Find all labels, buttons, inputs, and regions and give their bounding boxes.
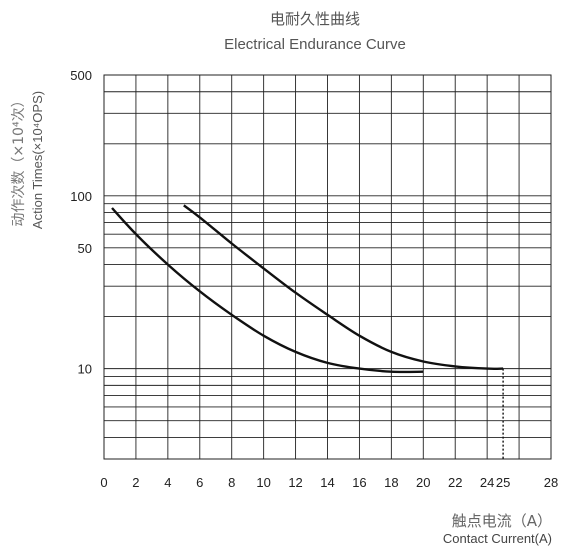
x-axis-label-cn: 触点电流（A） xyxy=(452,512,552,530)
x-tick-label: 20 xyxy=(416,475,430,490)
x-tick-label: 0 xyxy=(100,475,107,490)
y-axis-label-cn: 动作次数（×10⁴次） xyxy=(11,93,27,226)
x-tick-label: 12 xyxy=(288,475,302,490)
endurance-curve-1 xyxy=(111,207,424,374)
plot-frame xyxy=(103,74,552,460)
chart-subtitle: Electrical Endurance Curve xyxy=(224,36,406,53)
x-tick-label: 10 xyxy=(256,475,270,490)
x-tick-label: 6 xyxy=(196,475,203,490)
x-tick-label: 18 xyxy=(384,475,398,490)
y-tick-label: 500 xyxy=(70,68,92,83)
y-tick-label: 10 xyxy=(78,362,92,377)
y-axis-label-en: Action Times(×10⁴OPS) xyxy=(30,91,45,229)
x-tick-label: 16 xyxy=(352,475,366,490)
x-tick-label: 14 xyxy=(320,475,334,490)
x-tick-label: 22 xyxy=(448,475,462,490)
chart-title: 电耐久性曲线 xyxy=(270,10,360,28)
x-axis-label-en: Contact Current(A) xyxy=(443,531,552,546)
x-tick-label: 28 xyxy=(544,475,558,490)
x-tick-label: 2 xyxy=(132,475,139,490)
x-tick-labels: 0 2 4 6 8 10 12 14 16 18 20 22 24 25 28 xyxy=(100,475,558,490)
y-tick-label: 100 xyxy=(70,189,92,204)
y-tick-labels: 500 100 50 10 xyxy=(70,68,92,377)
x-tick-label: 25 xyxy=(496,475,510,490)
x-tick-label: 24 xyxy=(480,475,494,490)
y-tick-label: 50 xyxy=(78,241,92,256)
grid-lines xyxy=(104,75,551,459)
endurance-curve-2 xyxy=(183,204,504,370)
endurance-curves xyxy=(111,204,504,374)
x-tick-label: 4 xyxy=(164,475,171,490)
x-tick-label: 8 xyxy=(228,475,235,490)
